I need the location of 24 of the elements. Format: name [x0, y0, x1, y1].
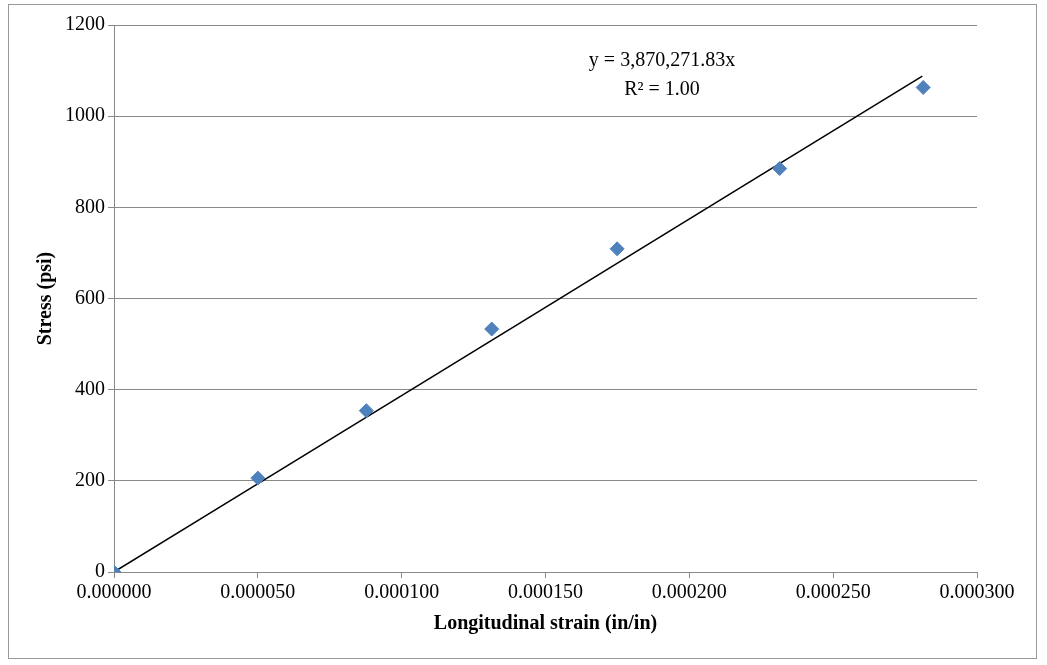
point	[772, 161, 788, 177]
x-tick-label: 0.000050	[220, 580, 296, 603]
point	[915, 79, 931, 95]
point	[484, 321, 500, 337]
annotation: y = 3,870,271.83x	[588, 48, 736, 72]
y-tick-label: 600	[75, 285, 105, 308]
y-tick-label: 1200	[65, 12, 105, 35]
y-axis-title: Stress (psi)	[33, 251, 57, 346]
annotation: R² = 1.00	[624, 77, 700, 100]
point	[250, 470, 266, 486]
x-tick-label: 0.000250	[795, 580, 871, 603]
x-tick-label: 0.000100	[364, 580, 440, 603]
point	[358, 403, 374, 419]
y-tick-label: 200	[75, 468, 105, 491]
y-tick-label: 800	[75, 194, 105, 217]
x-tick-label: 0.000150	[508, 580, 583, 603]
x-axis-title: Longitudinal strain (in/in)	[433, 611, 658, 635]
x-tick-label: 0.000000	[76, 580, 152, 603]
x-tick-label: 0.000300	[939, 580, 1015, 603]
y-tick-label: 400	[75, 376, 105, 399]
point	[609, 241, 625, 257]
x-tick-label: 0.000200	[651, 580, 727, 603]
y-tick-label: 1000	[65, 103, 105, 126]
y-tick-label: 0	[95, 559, 105, 582]
